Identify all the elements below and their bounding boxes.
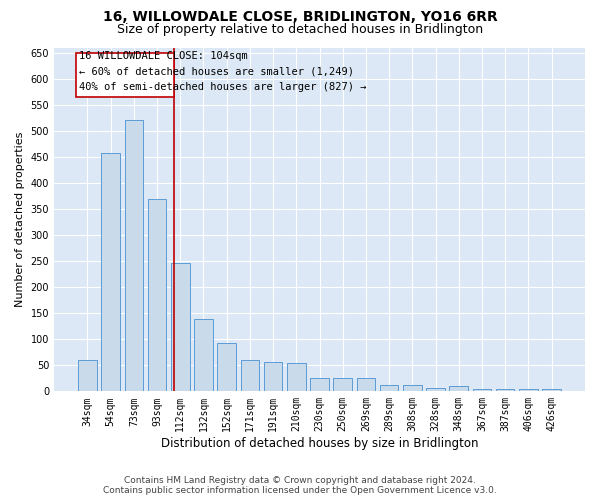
Bar — [356, 378, 375, 392]
Bar — [519, 388, 538, 392]
Bar — [542, 389, 561, 392]
Bar — [125, 120, 143, 392]
Y-axis label: Number of detached properties: Number of detached properties — [15, 132, 25, 307]
Bar — [78, 360, 97, 392]
Bar — [334, 378, 352, 392]
Bar — [194, 320, 213, 392]
Text: 40% of semi-detached houses are larger (827) →: 40% of semi-detached houses are larger (… — [79, 82, 366, 92]
Bar — [264, 362, 283, 392]
X-axis label: Distribution of detached houses by size in Bridlington: Distribution of detached houses by size … — [161, 437, 478, 450]
Text: ← 60% of detached houses are smaller (1,249): ← 60% of detached houses are smaller (1,… — [79, 67, 353, 77]
Bar — [148, 198, 166, 392]
Bar — [449, 386, 468, 392]
Bar — [241, 360, 259, 392]
Bar — [473, 389, 491, 392]
Bar — [287, 362, 305, 392]
Bar — [171, 262, 190, 392]
Text: 16 WILLOWDALE CLOSE: 104sqm: 16 WILLOWDALE CLOSE: 104sqm — [79, 52, 247, 62]
Bar — [426, 388, 445, 392]
Bar — [76, 52, 175, 97]
Text: 16, WILLOWDALE CLOSE, BRIDLINGTON, YO16 6RR: 16, WILLOWDALE CLOSE, BRIDLINGTON, YO16 … — [103, 10, 497, 24]
Text: Contains HM Land Registry data © Crown copyright and database right 2024.
Contai: Contains HM Land Registry data © Crown c… — [103, 476, 497, 495]
Bar — [217, 343, 236, 392]
Bar — [380, 385, 398, 392]
Text: Size of property relative to detached houses in Bridlington: Size of property relative to detached ho… — [117, 22, 483, 36]
Bar — [310, 378, 329, 392]
Bar — [101, 152, 120, 392]
Bar — [496, 389, 514, 392]
Bar — [403, 385, 422, 392]
